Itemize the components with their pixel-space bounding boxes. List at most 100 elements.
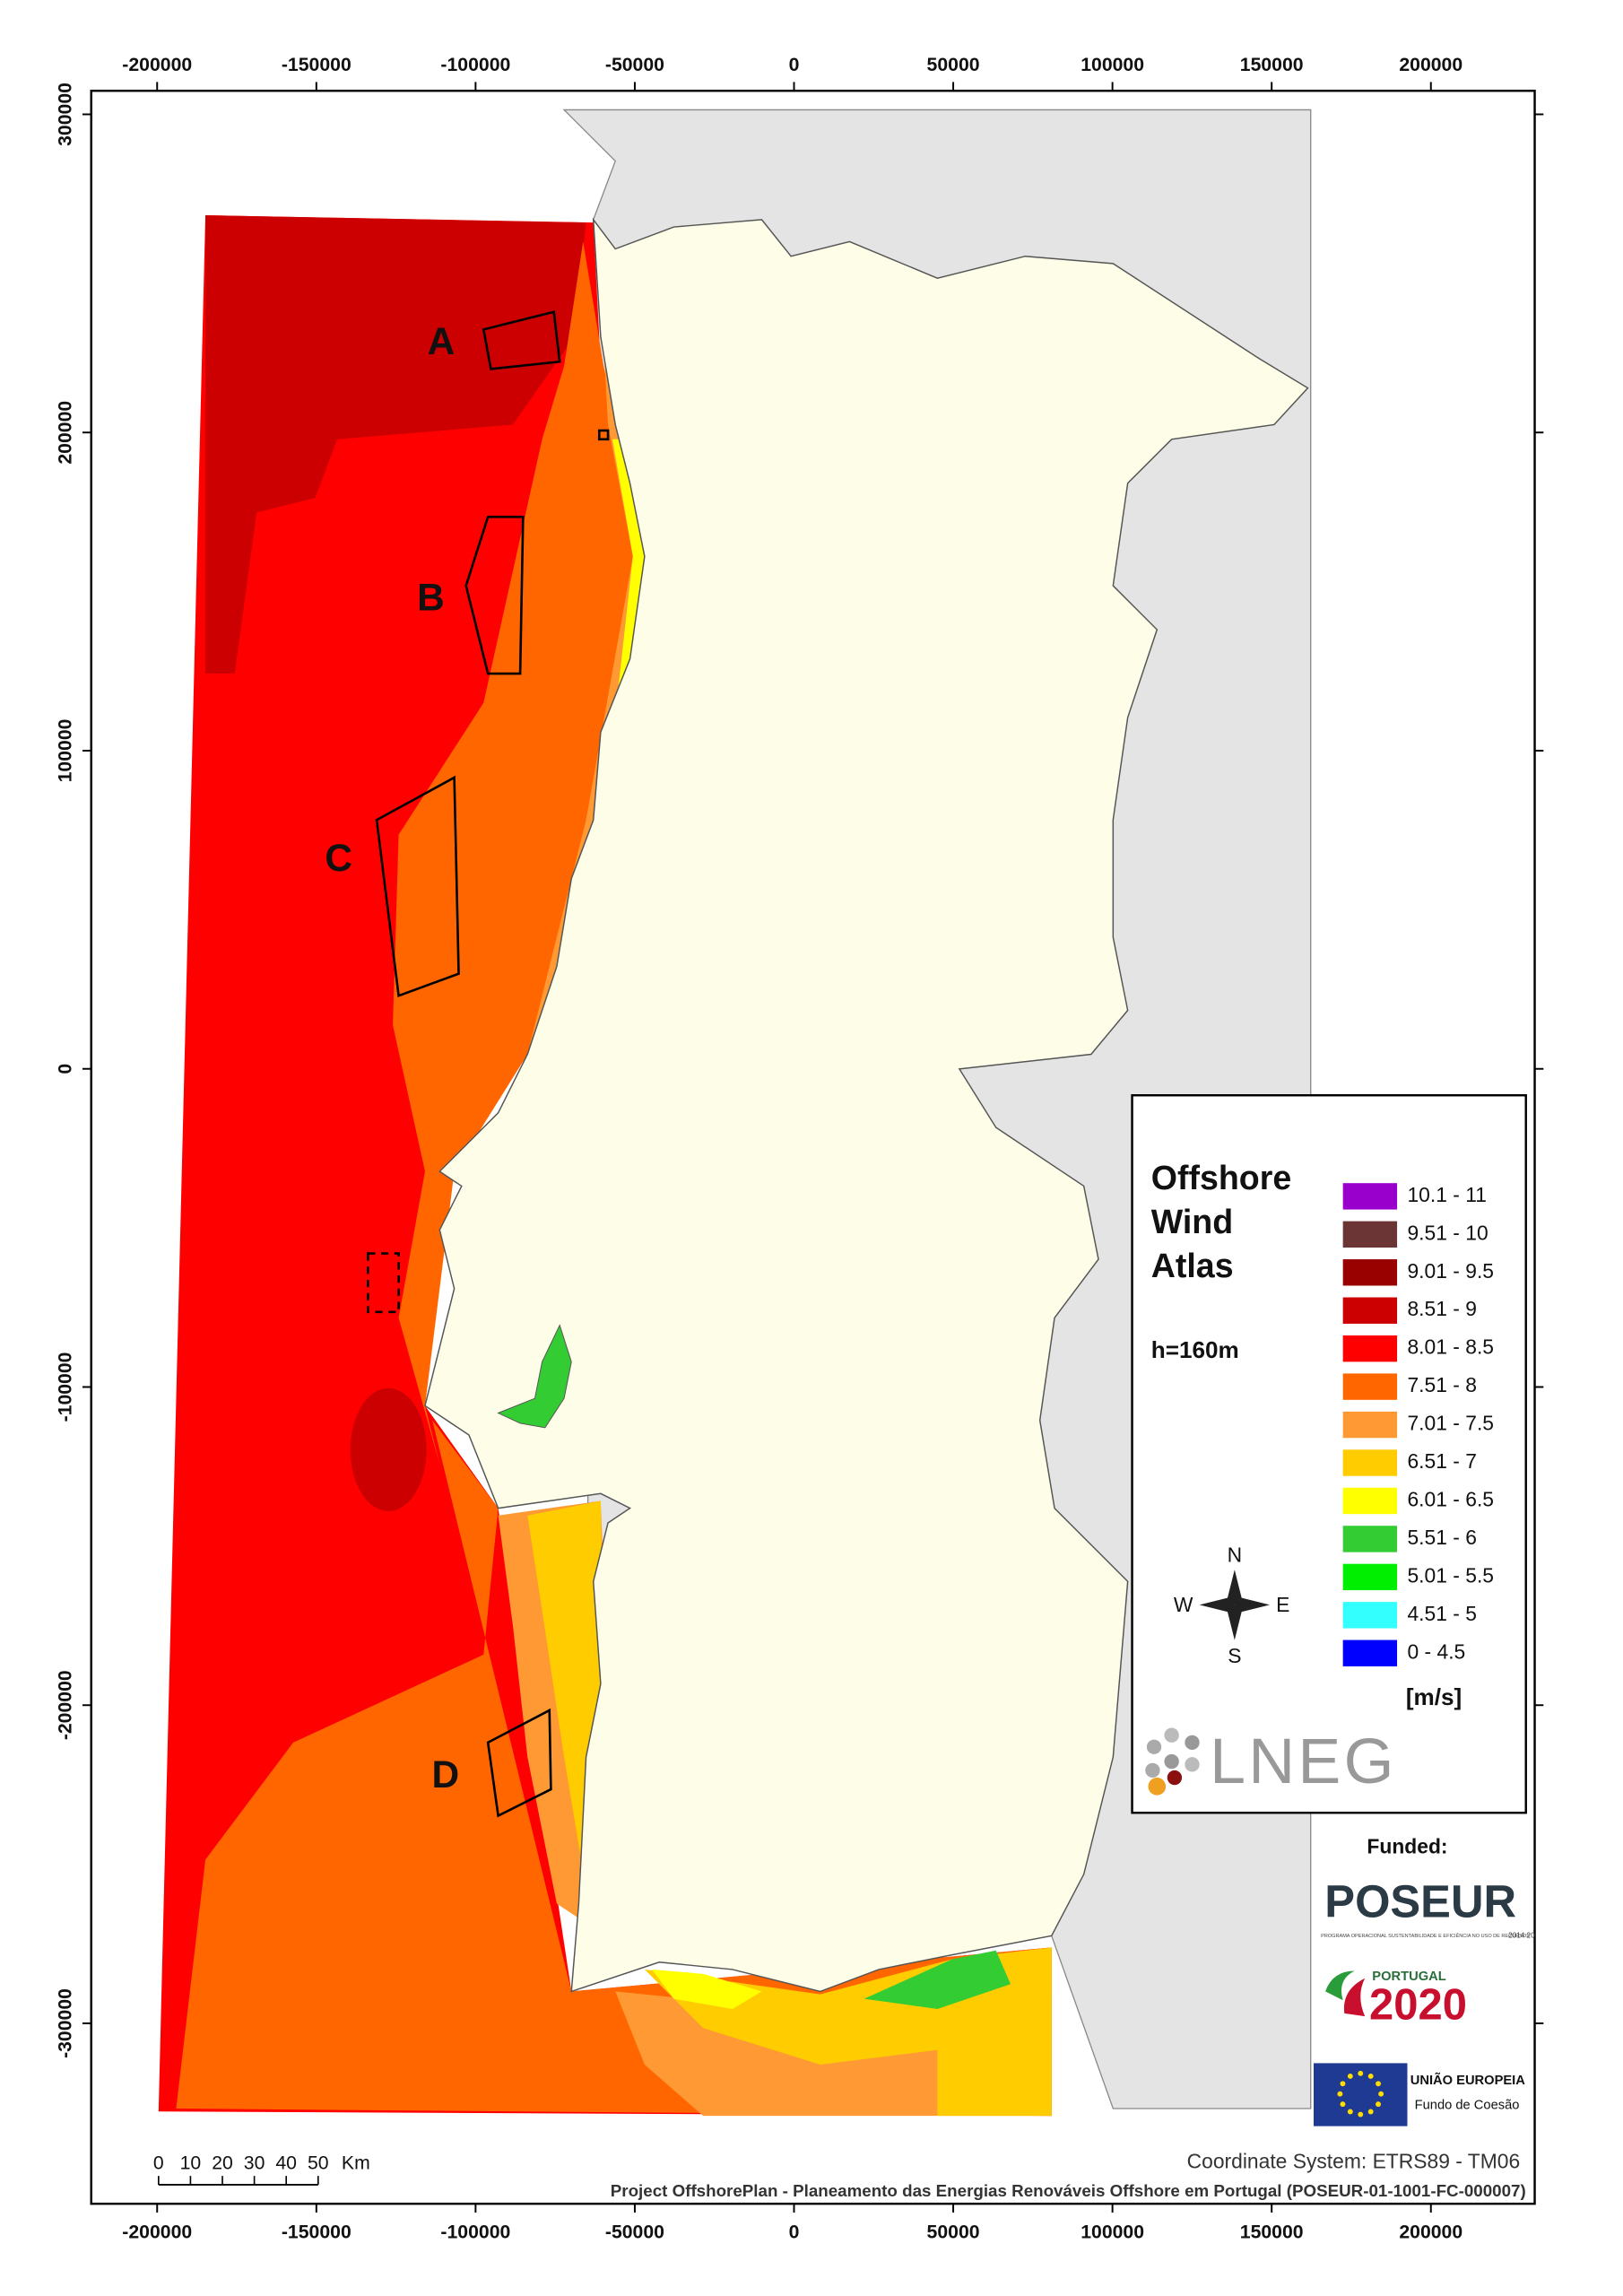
legend-swatch <box>1342 1411 1398 1439</box>
legend-swatch <box>1342 1526 1398 1552</box>
x-tick-label: 150000 <box>1240 55 1304 75</box>
legend-title: Offshore <box>1151 1159 1291 1196</box>
x-tick-label: -50000 <box>605 2222 664 2242</box>
scale-label: 20 <box>212 2153 233 2174</box>
legend-label: 4.51 - 5 <box>1407 1602 1476 1625</box>
x-tick-label: 150000 <box>1240 2222 1304 2242</box>
eu-label: UNIÃO EUROPEIA <box>1410 2072 1526 2088</box>
x-tick-label: 0 <box>789 2222 800 2242</box>
legend-label: 5.01 - 5.5 <box>1407 1563 1494 1587</box>
x-tick-label: 200000 <box>1399 2222 1462 2242</box>
legend-label: 6.51 - 7 <box>1407 1449 1476 1473</box>
eu-star <box>1376 2081 1381 2087</box>
scale-label: 50 <box>308 2153 329 2174</box>
legend-swatch <box>1342 1602 1398 1629</box>
legend-swatch <box>1342 1487 1398 1515</box>
zone-label: A <box>428 320 456 362</box>
x-tick-label: 200000 <box>1399 55 1462 75</box>
legend-label: 9.01 - 9.5 <box>1407 1259 1494 1283</box>
zone-d <box>486 1708 552 1818</box>
zone-label: D <box>432 1753 460 1796</box>
compass-n: N <box>1228 1544 1243 1567</box>
portugal-2020-icon <box>1325 1970 1355 2001</box>
compass-arrow <box>1199 1597 1235 1613</box>
x-tick-label: 50000 <box>927 2222 980 2242</box>
wind-zone-5-5 <box>864 1950 1011 2009</box>
y-tick-label: 300000 <box>56 83 76 146</box>
eu-star <box>1347 2109 1353 2115</box>
legend-swatch <box>1342 1335 1398 1362</box>
eu-star <box>1340 2101 1346 2108</box>
scale-unit: Km <box>342 2153 370 2174</box>
compass-s: S <box>1228 1644 1241 1667</box>
eu-star <box>1340 2081 1346 2087</box>
compass-e: E <box>1276 1593 1289 1616</box>
eu-star <box>1337 2091 1343 2097</box>
eu-star <box>1376 2101 1381 2108</box>
portugal-label: PORTUGAL <box>1372 1970 1445 1984</box>
zone-b <box>464 516 525 675</box>
x-tick-label: -100000 <box>440 55 510 75</box>
x-tick-label: -150000 <box>282 55 352 75</box>
x-tick-label: 100000 <box>1081 55 1144 75</box>
zone-c <box>375 775 460 997</box>
legend-swatch <box>1342 1373 1398 1400</box>
lneg-logo: LNEG <box>1210 1726 1397 1797</box>
y-tick-label: 100000 <box>56 719 76 783</box>
legend-swatch <box>1342 1259 1398 1286</box>
compass-w: W <box>1174 1593 1193 1616</box>
wind-zone-6 <box>652 1969 762 2009</box>
legend-unit: [m/s] <box>1406 1683 1462 1710</box>
portugal <box>424 217 1309 1993</box>
scale-label: 40 <box>275 2153 297 2174</box>
eu-star <box>1358 2111 1364 2118</box>
wind-zone-8-5 <box>205 215 586 674</box>
legend-swatch <box>1342 1563 1398 1591</box>
legend-box <box>1131 1094 1527 1814</box>
eu-stars <box>1337 2070 1384 2118</box>
funded-label: Funded: <box>1367 1834 1447 1857</box>
eu-star <box>1358 2070 1364 2076</box>
legend-swatch <box>1342 1297 1398 1324</box>
scale-label: 0 <box>153 2153 164 2174</box>
tagus-estuary <box>497 1324 572 1429</box>
legend-title: Atlas <box>1151 1247 1234 1284</box>
x-tick-label: -200000 <box>122 2222 192 2242</box>
y-tick-label: -200000 <box>56 1670 76 1740</box>
legend-label: 7.01 - 7.5 <box>1407 1412 1494 1435</box>
legend-label: 10.1 - 11 <box>1407 1183 1486 1206</box>
legend-label: 7.51 - 8 <box>1407 1373 1476 1396</box>
eu-star <box>1367 2109 1374 2115</box>
x-tick-label: -150000 <box>282 2222 352 2242</box>
compass-arrow <box>1227 1605 1242 1640</box>
legend-label: 8.01 - 8.5 <box>1407 1335 1494 1359</box>
lneg-logo-icon <box>1145 1727 1200 1796</box>
scale-label: 10 <box>180 2153 202 2174</box>
x-tick-label: -200000 <box>122 55 192 75</box>
poseur-years: 2014 20 <box>1508 1932 1535 1940</box>
coordinate-system: Coordinate System: ETRS89 - TM06 <box>1187 2149 1521 2172</box>
y-tick-label: -300000 <box>56 1988 76 2058</box>
y-tick-label: 0 <box>56 1064 76 1074</box>
eu-star <box>1367 2073 1374 2079</box>
compass-arrow <box>1234 1597 1271 1613</box>
project-credit: Project OffshorePlan - Planeamento das E… <box>611 2181 1526 2200</box>
legend-label: 6.01 - 6.5 <box>1407 1488 1494 1511</box>
portugal-2020-icon <box>1343 1978 1366 2017</box>
legend-swatch <box>1342 1183 1398 1210</box>
legend-swatch <box>1342 1639 1398 1666</box>
legend-label: 0 - 4.5 <box>1407 1639 1465 1663</box>
compass <box>1199 1570 1271 1640</box>
legend-label: 8.51 - 9 <box>1407 1297 1476 1320</box>
dashed-area <box>367 1252 400 1314</box>
legend-title: Wind <box>1151 1203 1233 1240</box>
legend-label: 9.51 - 10 <box>1407 1221 1488 1244</box>
legend-swatch <box>1342 1449 1398 1476</box>
x-tick-label: 0 <box>789 55 800 75</box>
scale-label: 30 <box>244 2153 265 2174</box>
zone-a <box>482 310 561 370</box>
eu-star <box>1378 2091 1384 2097</box>
poseur-logo: POSEUR <box>1324 1875 1516 1926</box>
